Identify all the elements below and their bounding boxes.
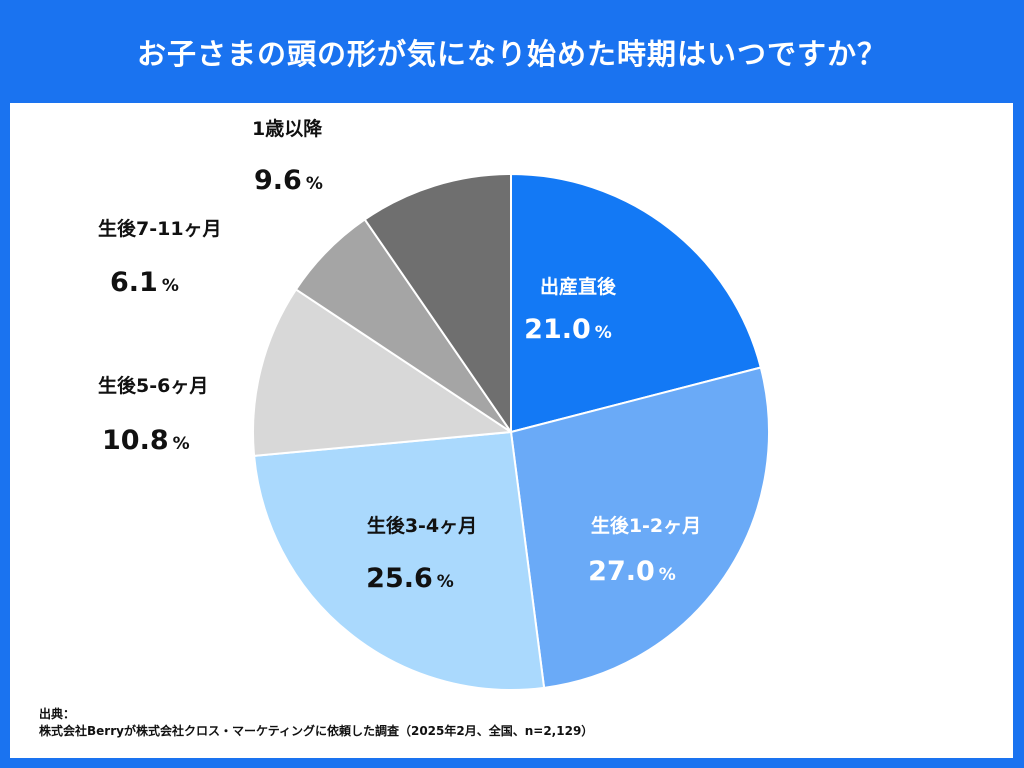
- slice-labels: 出産直後 21.0 % 生後1-2ヶ月 27.0 % 生後3-4ヶ月 25.6 % 生後5-6ヶ月…: [98, 117, 701, 594]
- slice-label: 1歳以降: [252, 117, 323, 140]
- slice-value-label: 6.1%: [110, 267, 179, 298]
- slice-label: 生後5-6ヶ月: [98, 374, 208, 397]
- pie-slice: [510, 173, 762, 433]
- pie-chart: 出産直後 21.0 % 生後1-2ヶ月 27.0 % 生後3-4ヶ月 25.6 % 生後5-6ヶ月…: [98, 117, 770, 691]
- slice-value-label: 9.6%: [254, 165, 323, 196]
- slice-label: 生後1-2ヶ月: [591, 514, 701, 537]
- pie-slices: [251, 173, 770, 691]
- source-note: 出典： 株式会社Berryが株式会社クロス・マーケティングに依頼した調査（202…: [39, 706, 593, 740]
- slice-value-label: 25.6%: [366, 563, 454, 594]
- pie-slice: [363, 173, 512, 433]
- pie-slice: [251, 288, 512, 457]
- chart-title: お子さまの頭の形が気になり始めた時期はいつですか？: [136, 36, 887, 71]
- slice-label: 出産直後: [540, 275, 617, 298]
- pie-slice: [253, 431, 546, 691]
- slice-value-label: 21.0%: [524, 314, 612, 345]
- pie-slice: [510, 366, 770, 689]
- slice-value-label: 27.0%: [588, 556, 676, 587]
- source-heading: 出典：: [39, 707, 76, 721]
- chart-panel: 出産直後 21.0% 生後1-2ヶ月 27.0% 生後3-4ヶ月 25.6% 生後5-6ヶ月…: [10, 103, 1013, 758]
- source-text: 株式会社Berryが株式会社クロス・マーケティングに依頼した調査（2025年2月…: [39, 724, 594, 738]
- slice-label: 生後3-4ヶ月: [367, 514, 477, 537]
- slice-value-label: 10.8%: [102, 425, 190, 456]
- slice-label: 生後7-11ヶ月: [98, 217, 222, 240]
